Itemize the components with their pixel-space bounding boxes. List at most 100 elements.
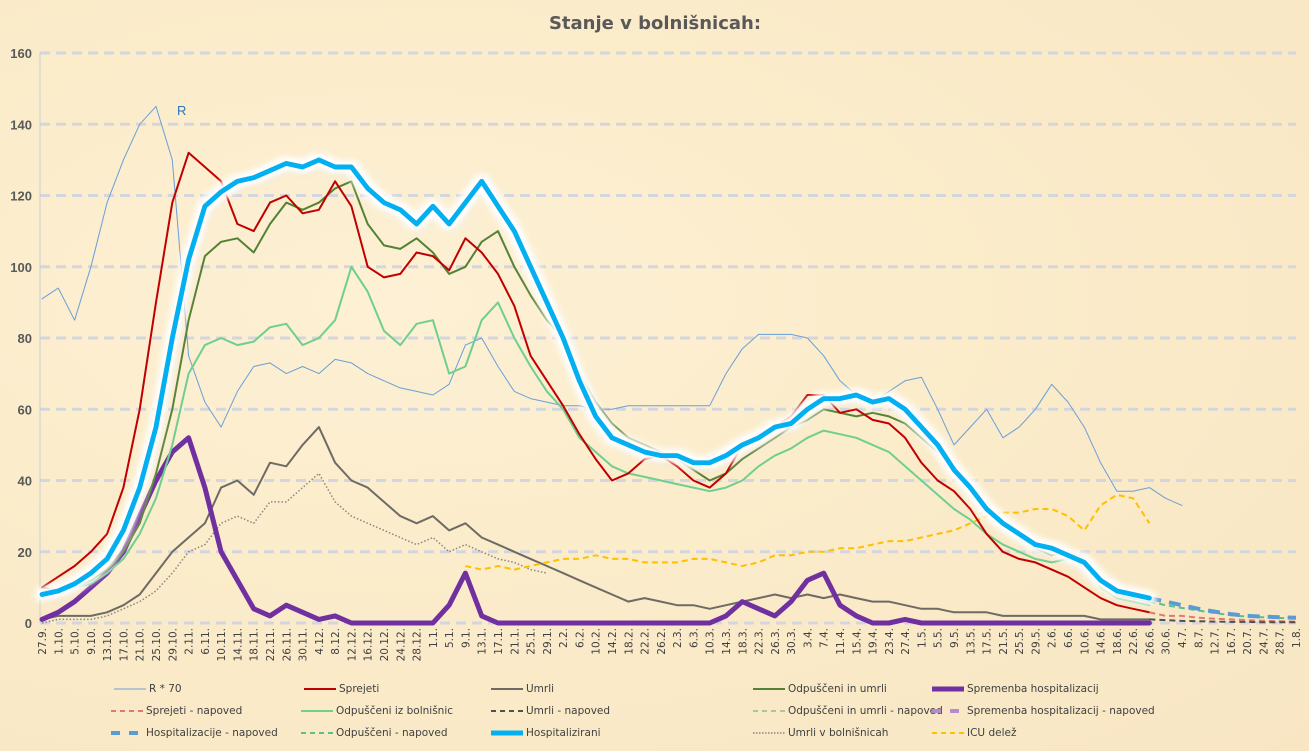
x-tick-label: 9.10. [86, 628, 98, 655]
x-tick-label: 2.6. [1047, 628, 1059, 648]
x-tick-label: 1.5. [916, 628, 928, 648]
x-tick-label: 9.1. [460, 628, 472, 648]
legend-label: Odpuščeni in umrli - napoved [788, 705, 943, 717]
legend-item: Odpuščeni iz bolnišnic [300, 703, 453, 719]
x-tick-label: 4.12. [314, 628, 326, 655]
legend-swatch [301, 732, 333, 734]
x-tick-label: 6.2. [574, 628, 586, 648]
legend-swatch [753, 732, 785, 734]
y-tick-label: 120 [10, 189, 32, 204]
legend-label: Hospitalizacije - napoved [146, 727, 278, 739]
chart-title: Stanje v bolnišnicah: [549, 13, 761, 34]
legend-swatch [932, 732, 964, 734]
x-tick-label: 7.4. [819, 628, 831, 648]
x-tick-label: 21.10. [135, 628, 147, 661]
x-tick-label: 20.7. [1242, 628, 1254, 655]
series-lines [39, 105, 1297, 626]
x-tick-label: 1.1. [428, 628, 440, 648]
x-tick-label: 16.7. [1226, 628, 1238, 655]
legend-label: Spremenba hospitalizacij [967, 683, 1099, 695]
legend-item: Odpuščeni in umrli [752, 681, 887, 697]
legend-label: Spremenba hospitalizacij - napoved [967, 705, 1155, 717]
x-tick-label: 28.7. [1275, 628, 1287, 655]
x-tick-label: 9.5. [949, 628, 961, 648]
x-tick-label: 2.11. [184, 628, 196, 655]
series-line [39, 157, 1152, 601]
legend-swatch [491, 710, 523, 712]
x-tick-label: 14.2. [607, 628, 619, 655]
x-tick-label: 23.4. [884, 628, 896, 655]
x-tick-label: 17.5. [982, 628, 994, 655]
series-hospitalizirani [39, 157, 1152, 601]
legend-swatch [491, 688, 523, 690]
x-tick-label: 30.11. [298, 628, 310, 661]
x-tick-label: 10.11. [216, 628, 228, 661]
x-tick-label: 27.4. [900, 628, 912, 655]
legend-swatch [114, 688, 146, 690]
series-sprejeti [41, 151, 1151, 614]
x-tick-label: 6.11. [200, 628, 212, 655]
legend-item: Odpuščeni - napoved [300, 725, 448, 741]
legend-item: Odpuščeni in umrli - napoved [752, 703, 943, 719]
legend-swatch [111, 710, 143, 712]
x-tick-label: 14.11. [232, 628, 244, 661]
series-line [41, 265, 1151, 607]
x-tick-label: 16.12. [363, 628, 375, 661]
legend-label: R * 70 [149, 683, 182, 695]
series-odpu-eni-in-umrli [41, 180, 1151, 603]
legend-label: Umrli v bolnišnicah [788, 727, 889, 739]
series-r-70 [41, 105, 1183, 506]
legend-item: Hospitalizacije - napoved [110, 725, 278, 741]
x-tick-label: 25.1. [526, 628, 538, 655]
series-umrli-v-bolni-nicah [41, 472, 548, 624]
series-line [41, 426, 1151, 621]
x-tick-label: 24.12. [395, 628, 407, 661]
legend-item: Umrli [490, 681, 554, 697]
series-hospitalizacije-napoved [1148, 596, 1297, 620]
x-tick-label: 19.4. [868, 628, 880, 655]
x-tick-label: 18.3. [737, 628, 749, 655]
y-tick-label: 100 [10, 260, 32, 275]
x-tick-label: 6.6. [1063, 628, 1075, 648]
x-tick-label: 1.8. [1291, 628, 1303, 648]
legend-label: Odpuščeni - napoved [336, 727, 448, 739]
x-tick-label: 14.3. [721, 628, 733, 655]
x-tick-label: 25.10. [151, 628, 163, 661]
series-line [1148, 596, 1297, 620]
y-tick-label: 140 [10, 117, 32, 132]
legend-item: Umrli - napoved [490, 703, 610, 719]
x-tick-label: 2.3. [672, 628, 684, 648]
legend-swatch [753, 688, 785, 690]
legend-swatch [111, 731, 143, 735]
legend-item: Hospitalizirani [490, 725, 601, 741]
y-tick-label: 80 [18, 331, 32, 346]
legend-item: R * 70 [113, 681, 182, 697]
x-tick-label: 27.9. [37, 628, 49, 655]
x-tick-label: 4.7. [1177, 628, 1189, 648]
x-tick-label: 29.1. [542, 628, 554, 655]
legend-label: Umrli [526, 683, 555, 695]
series-spremenba-hospitalizacij [39, 435, 1152, 626]
x-tick-label: 26.11. [281, 628, 293, 661]
legend-swatch [301, 710, 333, 712]
legend-swatch [932, 709, 964, 713]
x-tick-label: 21.1. [509, 628, 521, 655]
x-tick-label: 25.5. [1014, 628, 1026, 655]
legend-item: Umrli v bolnišnicah [752, 725, 888, 741]
x-tick-label: 29.5. [1030, 628, 1042, 655]
series-line [41, 151, 1151, 614]
x-tick-label: 6.3. [688, 628, 700, 648]
series-umrli-napoved [1149, 618, 1296, 624]
series-line [41, 472, 548, 624]
x-tick-label: 5.10. [70, 628, 82, 655]
x-tick-label: 12.7. [1210, 628, 1222, 655]
series-line [39, 435, 1152, 626]
hospital-status-chart: Stanje v bolnišnicah: 0 20 40 60 80 100 120 140… [10, 13, 1303, 661]
x-tick-label: 22.6. [1128, 628, 1140, 655]
x-tick-label: 5.5. [933, 628, 945, 648]
x-tick-label: 14.6. [1096, 628, 1108, 655]
legend-label: Sprejeti - napoved [146, 705, 243, 717]
x-tick-label: 26.6. [1144, 628, 1156, 655]
legend-swatch [491, 730, 523, 736]
x-tick-label: 20.12. [379, 628, 391, 661]
